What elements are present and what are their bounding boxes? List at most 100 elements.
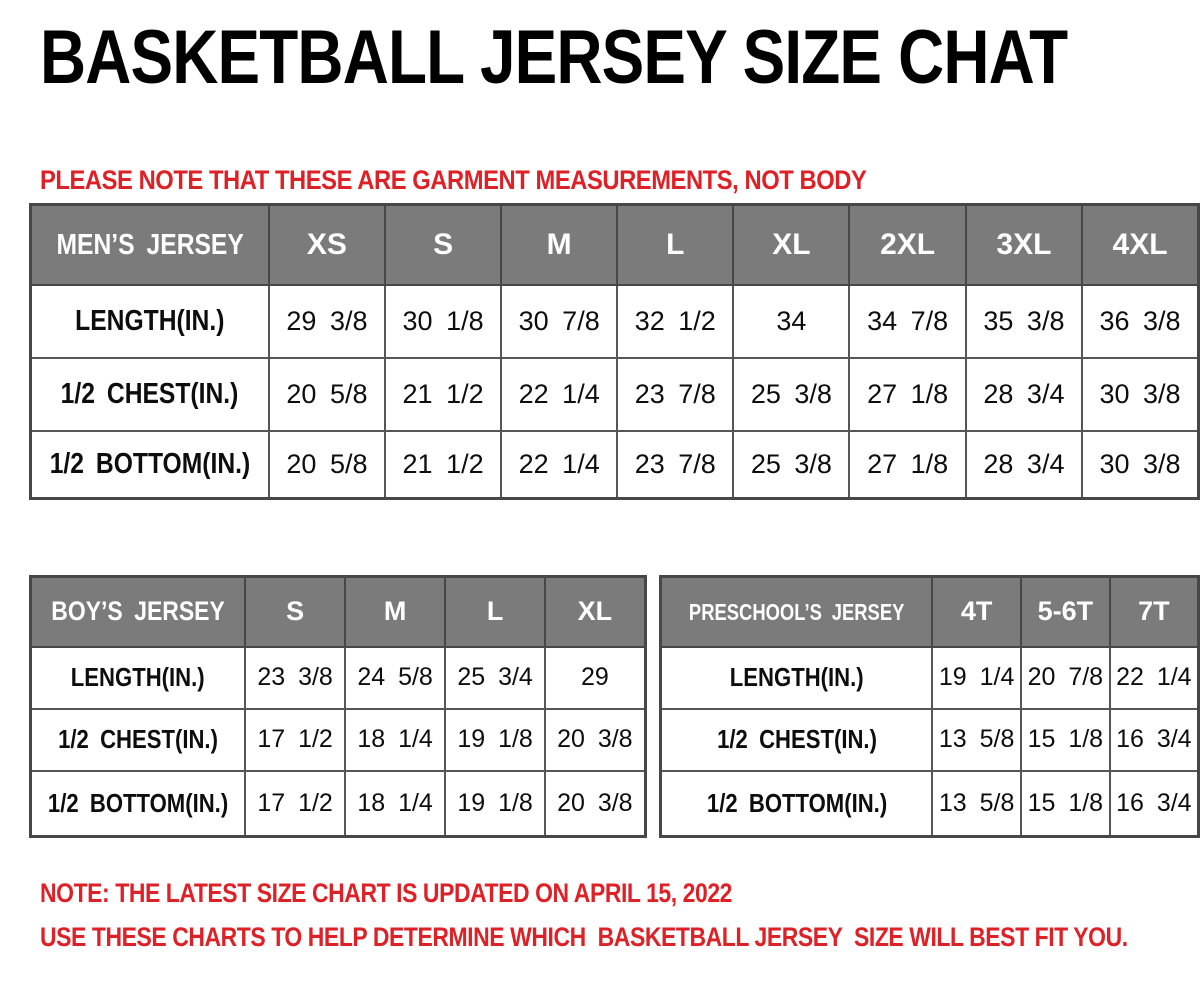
- boys-table-title: BOY’S JERSEY: [51, 596, 225, 627]
- mens-bottom-label-cell: 1/2 BOTTOM(IN.): [29, 429, 270, 500]
- mens-bottom-value: 23 7/8: [616, 429, 735, 500]
- mens-jersey-table: MEN’S JERSEY XS S M L XL 2XL 3XL 4XL LEN…: [29, 203, 1200, 500]
- mens-size-header: XL: [732, 203, 851, 286]
- mens-chest-value: 23 7/8: [616, 356, 735, 432]
- mens-length-label-cell: LENGTH(IN.): [29, 283, 270, 359]
- boys-size-header: M: [344, 575, 447, 648]
- mens-length-row: LENGTH(IN.) 29 3/8 30 1/8 30 7/8 32 1/2 …: [29, 283, 1200, 359]
- boys-chest-row: 1/2 CHEST(IN.) 17 1/2 18 1/4 19 1/8 20 3…: [29, 707, 647, 772]
- mens-length-label: LENGTH(IN.): [75, 304, 225, 337]
- mens-size-header: XS: [267, 203, 387, 286]
- page-title: BASKETBALL JERSEY SIZE CHAT: [40, 14, 1200, 101]
- mens-bottom-label: 1/2 BOTTOM(IN.): [49, 447, 251, 480]
- preschool-chest-row: 1/2 CHEST(IN.) 13 5/8 15 1/8 16 3/4: [659, 707, 1200, 772]
- preschool-bottom-label: 1/2 BOTTOM(IN.): [706, 787, 887, 818]
- mens-bottom-value: 25 3/8: [732, 429, 851, 500]
- mens-size-header: 4XL: [1081, 203, 1200, 286]
- boys-chest-label: 1/2 CHEST(IN.): [58, 724, 218, 754]
- mens-length-value: 29 3/8: [267, 283, 387, 359]
- preschool-length-label: LENGTH(IN.): [729, 662, 864, 692]
- boys-size-header: L: [444, 575, 547, 648]
- mens-chest-value: 22 1/4: [500, 356, 619, 432]
- mens-length-value: 30 1/8: [384, 283, 503, 359]
- preschool-length-value: 19 1/4: [931, 645, 1022, 710]
- boys-header-row: BOY’S JERSEY S M L XL: [29, 575, 647, 648]
- mens-header-row: MEN’S JERSEY XS S M L XL 2XL 3XL 4XL: [29, 203, 1200, 286]
- boys-chest-value: 18 1/4: [344, 707, 447, 772]
- mens-size-header: 2XL: [848, 203, 967, 286]
- mens-bottom-value: 20 5/8: [267, 429, 387, 500]
- mens-chest-row: 1/2 CHEST(IN.) 20 5/8 21 1/2 22 1/4 23 7…: [29, 356, 1200, 432]
- boys-bottom-row: 1/2 BOTTOM(IN.) 17 1/2 18 1/4 19 1/8 20 …: [29, 769, 647, 838]
- preschool-length-label-cell: LENGTH(IN.): [659, 645, 934, 710]
- preschool-bottom-value: 15 1/8: [1020, 769, 1111, 838]
- preschool-bottom-value: 16 3/4: [1108, 769, 1200, 838]
- preschool-chest-value: 15 1/8: [1020, 707, 1111, 772]
- preschool-table-title-cell: PRESCHOOL’S JERSEY: [659, 575, 934, 648]
- mens-length-value: 36 3/8: [1081, 283, 1200, 359]
- mens-bottom-value: 28 3/4: [964, 429, 1084, 500]
- boys-chest-value: 19 1/8: [444, 707, 547, 772]
- preschool-header-row: PRESCHOOL’S JERSEY 4T 5-6T 7T: [659, 575, 1200, 648]
- boys-chest-label-cell: 1/2 CHEST(IN.): [29, 707, 247, 772]
- preschool-bottom-row: 1/2 BOTTOM(IN.) 13 5/8 15 1/8 16 3/4: [659, 769, 1200, 838]
- preschool-chest-label-cell: 1/2 CHEST(IN.): [659, 707, 934, 772]
- boys-length-value: 24 5/8: [344, 645, 447, 710]
- mens-length-value: 34: [732, 283, 851, 359]
- preschool-size-header: 5-6T: [1020, 575, 1111, 648]
- preschool-bottom-label-cell: 1/2 BOTTOM(IN.): [659, 769, 934, 838]
- update-note: NOTE: THE LATEST SIZE CHART IS UPDATED O…: [40, 878, 733, 908]
- mens-table-title-cell: MEN’S JERSEY: [29, 203, 270, 286]
- preschool-bottom-value: 13 5/8: [931, 769, 1022, 838]
- mens-chest-label: 1/2 CHEST(IN.): [61, 377, 239, 410]
- boys-bottom-value: 20 3/8: [544, 769, 647, 838]
- mens-table-title: MEN’S JERSEY: [56, 228, 244, 261]
- mens-size-header: M: [500, 203, 619, 286]
- mens-size-header: S: [384, 203, 503, 286]
- mens-bottom-value: 22 1/4: [500, 429, 619, 500]
- preschool-length-row: LENGTH(IN.) 19 1/4 20 7/8 22 1/4: [659, 645, 1200, 710]
- boys-size-header: XL: [544, 575, 647, 648]
- boys-size-header: S: [244, 575, 347, 648]
- mens-bottom-row: 1/2 BOTTOM(IN.) 20 5/8 21 1/2 22 1/4 23 …: [29, 429, 1200, 500]
- mens-chest-value: 30 3/8: [1081, 356, 1200, 432]
- mens-bottom-value: 27 1/8: [848, 429, 967, 500]
- boys-jersey-table: BOY’S JERSEY S M L XL LENGTH(IN.) 23 3/8…: [29, 575, 647, 838]
- boys-chest-value: 17 1/2: [244, 707, 347, 772]
- garment-measurement-note-line1: PLEASE NOTE THAT THESE ARE GARMENT MEASU…: [40, 165, 867, 195]
- boys-bottom-label: 1/2 BOTTOM(IN.): [47, 787, 229, 818]
- boys-length-value: 23 3/8: [244, 645, 347, 710]
- preschool-table-title: PRESCHOOL’S JERSEY: [688, 599, 905, 626]
- preschool-chest-value: 16 3/4: [1108, 707, 1200, 772]
- preschool-chest-label: 1/2 CHEST(IN.): [716, 724, 877, 754]
- boys-length-value: 25 3/4: [444, 645, 547, 710]
- boys-table-title-cell: BOY’S JERSEY: [29, 575, 247, 648]
- preschool-length-value: 22 1/4: [1108, 645, 1200, 710]
- preschool-jersey-table: PRESCHOOL’S JERSEY 4T 5-6T 7T LENGTH(IN.…: [659, 575, 1200, 838]
- preschool-chest-value: 13 5/8: [931, 707, 1022, 772]
- boys-bottom-value: 18 1/4: [344, 769, 447, 838]
- mens-chest-value: 28 3/4: [964, 356, 1084, 432]
- mens-length-value: 34 7/8: [848, 283, 967, 359]
- mens-length-value: 30 7/8: [500, 283, 619, 359]
- boys-chest-value: 20 3/8: [544, 707, 647, 772]
- mens-length-value: 32 1/2: [616, 283, 735, 359]
- boys-length-value: 29: [544, 645, 647, 710]
- mens-size-header: 3XL: [964, 203, 1084, 286]
- preschool-size-header: 4T: [931, 575, 1022, 648]
- mens-bottom-value: 21 1/2: [384, 429, 503, 500]
- mens-chest-value: 21 1/2: [384, 356, 503, 432]
- mens-chest-value: 20 5/8: [267, 356, 387, 432]
- mens-chest-value: 25 3/8: [732, 356, 851, 432]
- boys-length-label-cell: LENGTH(IN.): [29, 645, 247, 710]
- mens-length-value: 35 3/8: [964, 283, 1084, 359]
- boys-length-label: LENGTH(IN.): [71, 662, 205, 692]
- mens-chest-label-cell: 1/2 CHEST(IN.): [29, 356, 270, 432]
- mens-size-header: L: [616, 203, 735, 286]
- preschool-length-value: 20 7/8: [1020, 645, 1111, 710]
- boys-bottom-value: 17 1/2: [244, 769, 347, 838]
- boys-bottom-label-cell: 1/2 BOTTOM(IN.): [29, 769, 247, 838]
- mens-bottom-value: 30 3/8: [1081, 429, 1200, 500]
- boys-bottom-value: 19 1/8: [444, 769, 547, 838]
- boys-length-row: LENGTH(IN.) 23 3/8 24 5/8 25 3/4 29: [29, 645, 647, 710]
